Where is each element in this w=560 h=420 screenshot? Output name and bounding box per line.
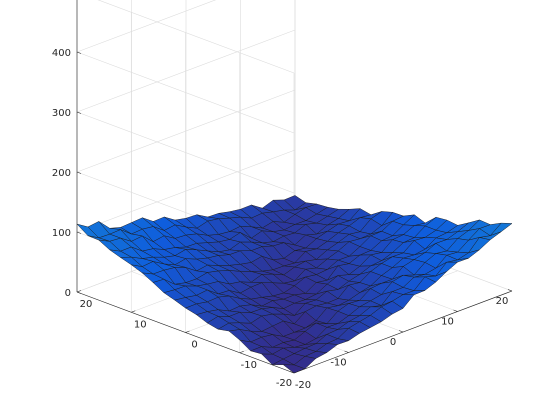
x-tick-label: 10 [441, 317, 454, 328]
x-tick-label: 20 [496, 296, 509, 307]
x-tick-mark [507, 289, 513, 292]
side-wall-grid-line [76, 51, 295, 134]
back-wall-grid-line [76, 29, 296, 113]
x-tick-label: -10 [330, 358, 346, 369]
x-tick-label: -20 [276, 378, 292, 389]
x-tick-mark [344, 350, 349, 353]
z-tick-mark [76, 111, 82, 114]
z-tick-mark [76, 291, 82, 294]
y-tick-mark [185, 330, 190, 333]
surface-patch [76, 223, 99, 239]
z-tick-label: 400 [52, 48, 71, 59]
z-tick-label: 0 [65, 288, 71, 299]
side-wall-grid-line [97, 0, 295, 74]
x-tick-mark [453, 309, 458, 312]
back-wall-grid-line [76, 0, 217, 53]
y-tick-mark [239, 350, 244, 354]
y-tick-mark [76, 290, 82, 293]
x-tick-mark [398, 330, 404, 333]
back-wall-grid-line [76, 89, 296, 173]
z-tick-label: 300 [52, 108, 71, 119]
z-tick-mark [76, 171, 82, 174]
x-tick-label: 0 [390, 337, 396, 348]
y-tick-mark [131, 310, 136, 313]
y-tick-label: -10 [241, 360, 257, 371]
y-tick-label: 10 [134, 319, 147, 330]
side-wall-grid-line [76, 111, 295, 194]
y-tick-label: 0 [191, 340, 197, 351]
z-tick-label: 100 [52, 228, 71, 239]
y-tick-label: -20 [295, 380, 311, 391]
z-tick-label: 200 [52, 168, 71, 179]
back-wall-grid-line [76, 149, 296, 233]
z-tick-mark [76, 51, 82, 54]
surface-mesh [76, 195, 513, 374]
z-tick-mark [76, 231, 82, 234]
y-tick-label: 20 [80, 299, 93, 310]
